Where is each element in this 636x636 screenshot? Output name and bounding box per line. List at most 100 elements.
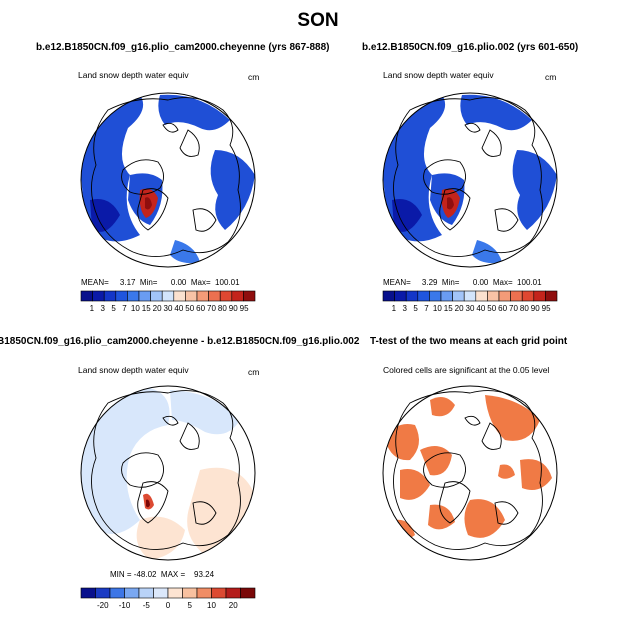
panel-2-stats: MEAN= 3.29 Min= 0.00 Max= 100.01 <box>383 278 542 287</box>
panel-2-colorbar-tick-label: 5 <box>413 304 418 313</box>
panel-1-units: cm <box>248 72 260 82</box>
panel-1-colorbar-tick-label: 70 <box>207 304 216 313</box>
panel-3-stats: MIN = -48.02 MAX = 93.24 <box>110 570 215 579</box>
panel-2-variable: Land snow depth water equiv <box>383 70 494 80</box>
panel-3-colorbar-cell <box>182 587 198 599</box>
panel-2-colorbar-cell <box>405 290 419 302</box>
panel-3-colorbar-cell <box>167 587 183 599</box>
panel-3-map <box>80 385 256 561</box>
panel-2-colorbar-tick-label: 1 <box>392 304 397 313</box>
panel-1-map <box>80 92 256 268</box>
panel-1-colorbar-cell <box>92 290 105 302</box>
panel-1-colorbar-tick-label: 10 <box>131 304 140 313</box>
panel-3-colorbar-tick-label: 20 <box>229 601 238 610</box>
panel-3-colorbar-cell <box>211 587 227 599</box>
panel-3-colorbar-cell <box>95 587 111 599</box>
panel-1-colorbar-cell <box>161 290 175 302</box>
panel-2-colorbar-cell <box>545 290 558 302</box>
panel-2-colorbar-tick-label: 7 <box>424 304 429 313</box>
panel-3-colorbar-cell <box>109 587 125 599</box>
panel-2-colorbar-tick-label: 3 <box>403 304 408 313</box>
panel-2-colorbar-cell <box>429 290 442 302</box>
panel-2-colorbar-tick-label: 30 <box>466 304 475 313</box>
panel-2-colorbar-cell <box>533 290 546 302</box>
panel-2-colorbar: 1 3 5 7 10 15 20 30 40 50 60 70 80 90 95 <box>382 290 558 313</box>
panel-3-colorbar: -20 -10 -5 0 5 10 20 <box>80 587 256 610</box>
panel-2-colorbar-tick-label: 40 <box>476 304 485 313</box>
panel-3-title: B1850CN.f09_g16.plio_cam2000.cheyenne - … <box>0 336 360 347</box>
panel-1-colorbar-cell <box>103 290 117 302</box>
panel-3-colorbar-tick-label: 10 <box>207 601 216 610</box>
panel-1-colorbar-cell <box>150 290 163 302</box>
panel-3-colorbar-tick-label: 5 <box>188 601 193 610</box>
panel-1-colorbar-cell <box>80 290 93 302</box>
panel-1-colorbar-tick-label: 40 <box>174 304 183 313</box>
panel-2-colorbar-cell <box>521 290 535 302</box>
panel-1-colorbar-tick-label: 60 <box>196 304 205 313</box>
panel-4-map <box>382 385 558 561</box>
panel-1-colorbar-cell <box>208 290 221 302</box>
panel-3-colorbar-cell <box>240 587 256 599</box>
panel-1-colorbar-cell <box>243 290 256 302</box>
panel-2-colorbar-tick-label: 60 <box>498 304 507 313</box>
panel-1-colorbar-cell <box>127 290 140 302</box>
panel-1-stats: MEAN= 3.17 Min= 0.00 Max= 100.01 <box>81 278 240 287</box>
panel-3-colorbar-tick-label: -20 <box>97 601 109 610</box>
panel-1-colorbar-cell <box>196 290 209 302</box>
panel-2-colorbar-cell <box>394 290 407 302</box>
panel-1-colorbar-cell <box>231 290 244 302</box>
panel-2-colorbar-cell <box>510 290 523 302</box>
panel-2-map <box>382 92 558 268</box>
panel-1-colorbar-tick-label: 20 <box>153 304 162 313</box>
panel-2-colorbar-tick-label: 20 <box>455 304 464 313</box>
panel-3-colorbar-cell <box>196 587 212 599</box>
panel-3-colorbar-cell <box>153 587 169 599</box>
season-title: SON <box>297 10 339 31</box>
panel-3-colorbar-cell <box>225 587 241 599</box>
panel-3-colorbar-cell <box>138 587 154 599</box>
panel-2-title: b.e12.B1850CN.f09_g16.plio.002 (yrs 601-… <box>362 42 579 53</box>
panel-2-colorbar-tick-label: 80 <box>520 304 529 313</box>
panel-1-colorbar-cell <box>138 290 151 302</box>
panel-1-colorbar-cell <box>173 290 186 302</box>
panel-2-colorbar-tick-label: 15 <box>444 304 453 313</box>
panel-1-colorbar-tick-label: 7 <box>122 304 127 313</box>
panel-1-colorbar: 1 3 5 7 10 15 20 30 40 50 60 70 80 90 95 <box>80 290 256 313</box>
panel-1-colorbar-tick-label: 1 <box>90 304 95 313</box>
panel-1-colorbar-cell <box>185 290 198 302</box>
panel-2-colorbar-cell <box>487 290 500 302</box>
panel-2-colorbar-tick-label: 50 <box>487 304 496 313</box>
panel-1-colorbar-tick-label: 3 <box>101 304 106 313</box>
panel-2-colorbar-tick-label: 95 <box>542 304 551 313</box>
panel-1-colorbar-tick-label: 90 <box>229 304 238 313</box>
panel-1-colorbar-tick-label: 80 <box>218 304 227 313</box>
panel-4-title: T-test of the two means at each grid poi… <box>370 336 568 347</box>
panel-2-units: cm <box>545 72 557 82</box>
panel-1-colorbar-tick-label: 50 <box>185 304 194 313</box>
panel-2-colorbar-cell <box>440 290 453 302</box>
panel-4-note: Colored cells are significant at the 0.0… <box>383 365 550 375</box>
panel-1-colorbar-cell <box>219 290 233 302</box>
panel-1-colorbar-tick-label: 95 <box>240 304 249 313</box>
panel-2-colorbar-cell <box>463 290 477 302</box>
panel-3-colorbar-cell <box>124 587 140 599</box>
panel-3-colorbar-cell <box>80 587 96 599</box>
panel-2-colorbar-cell <box>498 290 511 302</box>
panel-2-colorbar-cell <box>475 290 488 302</box>
panel-3-variable: Land snow depth water equiv <box>78 365 189 375</box>
panel-2-colorbar-cell <box>382 290 395 302</box>
panel-1-title: b.e12.B1850CN.f09_g16.plio_cam2000.cheye… <box>36 42 330 53</box>
panel-2-colorbar-tick-label: 70 <box>509 304 518 313</box>
panel-1-colorbar-tick-label: 30 <box>164 304 173 313</box>
panel-3-colorbar-tick-label: -5 <box>143 601 151 610</box>
panel-2-colorbar-cell <box>452 290 465 302</box>
panel-3-colorbar-tick-label: -10 <box>119 601 131 610</box>
panel-1-colorbar-tick-label: 15 <box>142 304 151 313</box>
panel-3-units: cm <box>248 367 260 377</box>
panel-1-colorbar-cell <box>115 290 128 302</box>
panel-3-colorbar-tick-label: 0 <box>166 601 171 610</box>
panel-1-colorbar-tick-label: 5 <box>111 304 116 313</box>
panel-1-variable: Land snow depth water equiv <box>78 70 189 80</box>
panel-2-colorbar-tick-label: 90 <box>531 304 540 313</box>
